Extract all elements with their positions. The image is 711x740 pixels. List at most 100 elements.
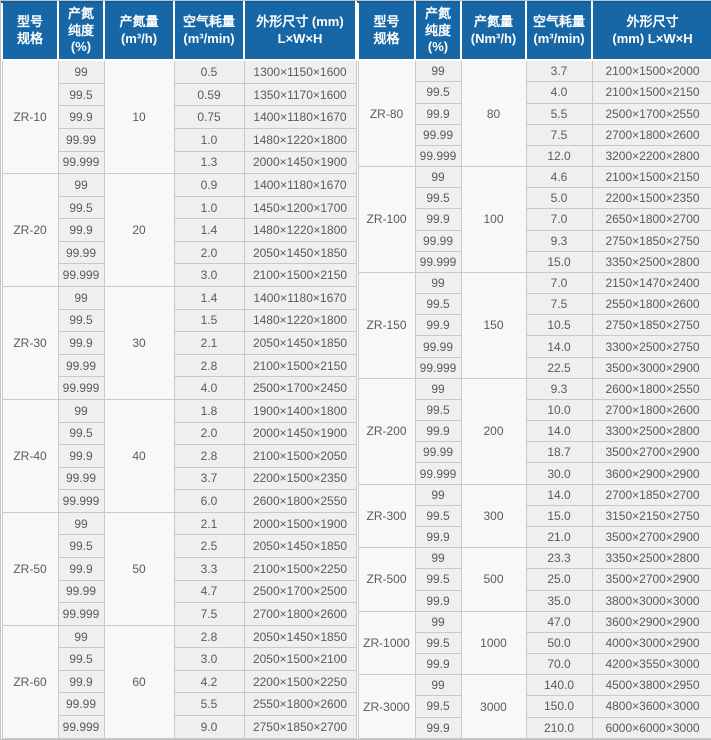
- air-consumption-cell: 4.2: [173, 669, 245, 694]
- air-consumption-cell: 5.0: [525, 187, 593, 210]
- air-consumption-cell: 2.0: [173, 240, 245, 265]
- purity-header: 产氮 纯度 (%): [57, 1, 105, 61]
- table-row: ZR-3000 99 3000 140.0 4500×3800×2950: [357, 674, 711, 739]
- purity-cell: 99.9: [57, 556, 105, 581]
- air-consumption-cell: 1.4: [173, 286, 245, 310]
- purity-cell: 99.999: [57, 715, 105, 739]
- table-row: 99.9 1.4 1480×1220×1800: [2, 218, 357, 242]
- air-consumption-cell: 7.0: [525, 208, 593, 231]
- air-consumption-cell: 7.5: [173, 602, 245, 626]
- purity-cell: 99: [414, 59, 462, 83]
- dimensions-cell: 3500×2700×2900: [591, 441, 711, 464]
- model-cell: ZR-1000: [357, 610, 416, 676]
- table-row: 99.999 15.0 3350×2500×2800: [358, 250, 711, 273]
- table-row: 99.99 18.7 3500×2700×2900: [358, 441, 711, 464]
- dimensions-cell: 1480×1220×1800: [243, 308, 357, 333]
- table-row: 99.99 5.5 2550×1800×2600: [2, 692, 357, 717]
- dimensions-cell: 2050×1450×1850: [243, 624, 357, 649]
- purity-cell: 99.99: [414, 229, 462, 252]
- air-consumption-cell: 2.1: [173, 331, 245, 355]
- table-row: 99.99 2.8 2100×1500×2150: [2, 353, 357, 378]
- nitrogen-output-cell: 60: [103, 624, 175, 740]
- purity-cell: 99.5: [414, 568, 462, 591]
- nitrogen-output-cell: 40: [103, 398, 175, 513]
- table-row: 99.9 10.5 2750×1850×2750: [358, 314, 711, 337]
- table-row: 99.5 1.0 1450×1200×1700: [2, 195, 357, 220]
- purity-cell: 99.99: [57, 466, 105, 491]
- table-row: ZR-1000 99 1000 47.0 3600×2900×2900: [357, 610, 711, 676]
- purity-cell: 99.999: [57, 263, 105, 288]
- air-consumption-cell: 25.0: [525, 568, 593, 591]
- dimensions-cell: 2100×1500×2150: [591, 166, 711, 189]
- dimensions-cell: 1480×1220×1800: [243, 218, 357, 242]
- dimensions-cell: 2050×1450×1850: [243, 534, 357, 558]
- model-cell: ZR-200: [357, 377, 416, 485]
- air-consumption-cell: 14.0: [525, 483, 593, 506]
- purity-cell: 99.9: [414, 589, 462, 612]
- table-row: 99.5 150.0 4800×3600×3000: [358, 695, 711, 718]
- purity-cell: 99.5: [414, 504, 462, 527]
- air-consumption-cell: 4.0: [173, 376, 245, 400]
- purity-cell: 99: [414, 674, 462, 697]
- table-header-row: 型号 规格 产氮 纯度 (%) 产氮量 (m³/h) 空气耗量 (m³/min) 外形尺寸 (mm…: [1, 1, 357, 61]
- table-row: 99.999 9.0 2750×1850×2700: [2, 715, 357, 739]
- table-row: 99.9 4.2 2200×1500×2250: [2, 669, 357, 694]
- model-cell: ZR-60: [1, 624, 59, 740]
- table-row: ZR-300 99 300 14.0 2700×1850×2700: [357, 483, 711, 549]
- table-row: 99.9 7.0 2650×1800×2700: [358, 208, 711, 231]
- spec-table-left: 型号 规格 产氮 纯度 (%) 产氮量 (m³/h) 空气耗量 (m³/min) 外形尺寸 (mm…: [1, 1, 357, 740]
- air-consumption-cell: 15.0: [525, 504, 593, 527]
- table-row: 99.9 70.0 4200×3550×3000: [358, 653, 711, 676]
- purity-cell: 99.99: [57, 240, 105, 265]
- table-row: ZR-80 99 80 3.7 2100×1500×2000: [357, 59, 711, 168]
- purity-cell: 99.999: [57, 602, 105, 626]
- purity-cell: 99.99: [57, 128, 105, 152]
- air-consumption-cell: 4.6: [525, 166, 593, 189]
- dimensions-cell: 1900×1400×1800: [243, 398, 357, 423]
- purity-cell: 99.99: [414, 123, 462, 146]
- dimensions-cell: 2700×1800×2600: [243, 602, 357, 626]
- air-consumption-cell: 1.0: [173, 128, 245, 152]
- table-row: ZR-100 99 100 4.6 2100×1500×2150: [357, 166, 711, 273]
- air-consumption-cell: 0.5: [173, 59, 245, 84]
- purity-cell: 99.5: [57, 195, 105, 220]
- table-row: 99.9 35.0 3800×3000×3000: [358, 589, 711, 612]
- table-row: 99.5 15.0 3150×2150×2750: [358, 504, 711, 527]
- table-row: 99.9 14.0 3300×2500×2800: [358, 420, 711, 443]
- output-header: 产氮量 (m³/h): [103, 1, 175, 61]
- table-row: 99.99 3.7 2200×1500×2350: [2, 466, 357, 491]
- dimensions-cell: 3350×2500×2800: [591, 547, 711, 570]
- dimensions-cell: 2200×1500×2350: [243, 466, 357, 491]
- dimensions-cell: 1400×1180×1670: [243, 286, 357, 310]
- air-consumption-cell: 2.8: [173, 624, 245, 649]
- air-consumption-cell: 50.0: [525, 631, 593, 655]
- purity-cell: 99: [414, 610, 462, 633]
- dimensions-header: 外形尺寸 (mm) L×W×H: [243, 1, 357, 61]
- table-row: 99.9 3.3 2100×1500×2250: [2, 556, 357, 581]
- air-consumption-cell: 2.8: [173, 353, 245, 378]
- table-row: 99.9 2.8 2100×1500×2050: [2, 444, 357, 468]
- model-cell: ZR-40: [1, 398, 59, 513]
- air-consumption-cell: 2.5: [173, 534, 245, 558]
- dimensions-cell: 2600×1800×2550: [243, 489, 357, 513]
- air-consumption-cell: 21.0: [525, 525, 593, 549]
- table-row: 99.5 50.0 4000×3000×2900: [358, 631, 711, 655]
- table-row: 99.999 6.0 2600×1800×2550: [2, 489, 357, 513]
- table-row: 99.999 4.0 2500×1700×2450: [2, 376, 357, 400]
- dimensions-cell: 3600×2900×2900: [591, 610, 711, 633]
- model-cell: ZR-3000: [357, 674, 416, 739]
- air-consumption-cell: 7.5: [525, 123, 593, 146]
- air-consumption-cell: 7.5: [525, 293, 593, 316]
- nitrogen-output-cell: 100: [460, 166, 527, 273]
- table-body: ZR-80 99 80 3.7 2100×1500×2000 99.5 4.0 2100×15…: [357, 59, 711, 740]
- dimensions-cell: 1400×1180×1670: [243, 105, 357, 129]
- air-consumption-cell: 1.8: [173, 398, 245, 423]
- air-consumption-cell: 1.5: [173, 308, 245, 333]
- dimensions-cell: 3500×2700×2900: [591, 525, 711, 549]
- purity-cell: 99.5: [414, 398, 462, 422]
- air-consumption-cell: 3.3: [173, 556, 245, 581]
- table-row: 99.99 9.3 2750×1850×2750: [358, 229, 711, 252]
- dimensions-cell: 3600×2900×2900: [591, 462, 711, 485]
- purity-cell: 99.9: [57, 444, 105, 468]
- nitrogen-output-cell: 10: [103, 59, 175, 175]
